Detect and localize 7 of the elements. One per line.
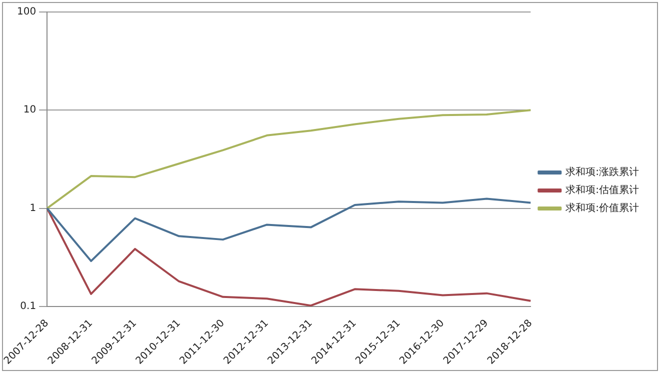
legend-label: 求和项:估值累计 — [566, 184, 640, 196]
y-tick-label: 1 — [30, 202, 36, 214]
legend-label: 求和项:价值累计 — [566, 202, 640, 214]
y-tick-label: 100 — [17, 6, 36, 18]
legend-label: 求和项:涨跌累计 — [566, 166, 640, 178]
y-tick-label: 10 — [23, 104, 36, 116]
y-tick-label: 0.1 — [20, 301, 36, 312]
